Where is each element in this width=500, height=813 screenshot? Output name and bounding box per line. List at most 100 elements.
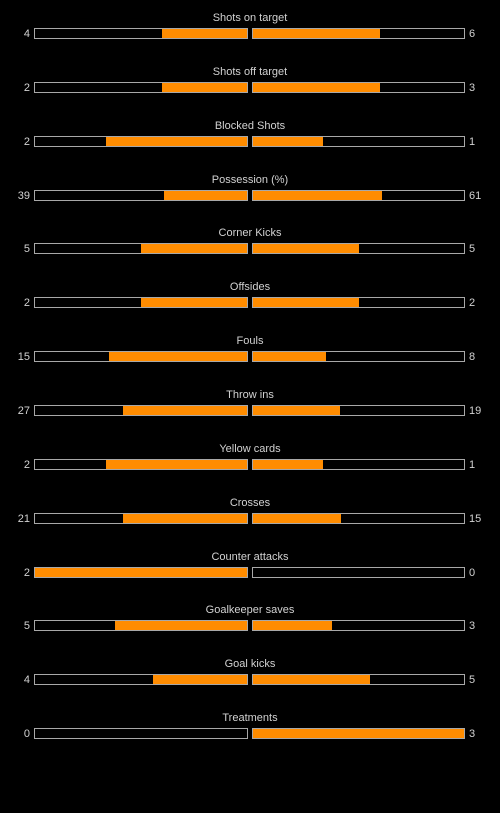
home-bar-fill bbox=[141, 244, 247, 253]
home-value: 2 bbox=[23, 567, 30, 579]
home-bar-fill bbox=[114, 621, 247, 630]
away-bar-fill bbox=[253, 621, 333, 630]
stat-row: Throw ins 27 19 bbox=[0, 384, 500, 424]
stat-label: Blocked Shots bbox=[214, 120, 286, 132]
away-value: 5 bbox=[469, 674, 476, 686]
home-bar-fill bbox=[152, 675, 247, 684]
stat-label: Fouls bbox=[236, 335, 264, 347]
home-bar bbox=[34, 351, 248, 362]
away-bar bbox=[252, 351, 465, 362]
away-bar bbox=[252, 297, 465, 308]
stat-label: Goal kicks bbox=[224, 658, 276, 670]
away-bar bbox=[252, 243, 465, 254]
home-value: 27 bbox=[17, 405, 30, 417]
home-value: 2 bbox=[23, 297, 30, 309]
stat-label: Possession (%) bbox=[211, 174, 289, 186]
home-bar bbox=[34, 674, 248, 685]
away-bar-fill bbox=[253, 137, 324, 146]
home-value: 0 bbox=[23, 728, 30, 740]
stat-label: Shots off target bbox=[212, 66, 288, 78]
away-bar-fill bbox=[253, 514, 341, 523]
home-bar-fill bbox=[108, 352, 247, 361]
away-bar bbox=[252, 674, 465, 685]
home-value: 4 bbox=[23, 674, 30, 686]
away-bar bbox=[252, 28, 465, 39]
away-bar bbox=[252, 513, 465, 524]
home-bar bbox=[34, 728, 248, 739]
stat-label: Crosses bbox=[229, 497, 271, 509]
stat-row: Counter attacks 2 0 bbox=[0, 546, 500, 586]
home-bar-fill bbox=[162, 29, 247, 38]
home-bar-fill bbox=[141, 298, 247, 307]
stat-row: Goalkeeper saves 5 3 bbox=[0, 599, 500, 639]
away-value: 8 bbox=[469, 351, 476, 363]
stat-label: Throw ins bbox=[226, 389, 274, 401]
home-bar bbox=[34, 297, 248, 308]
away-bar-fill bbox=[253, 460, 324, 469]
stat-row: Crosses 21 15 bbox=[0, 492, 500, 532]
stat-row: Shots on target 4 6 bbox=[0, 7, 500, 47]
away-bar-fill bbox=[253, 244, 359, 253]
home-bar bbox=[34, 459, 248, 470]
home-bar bbox=[34, 620, 248, 631]
away-value: 1 bbox=[469, 136, 476, 148]
home-bar-fill bbox=[35, 568, 247, 577]
home-bar-fill bbox=[164, 191, 247, 200]
home-bar-fill bbox=[122, 406, 247, 415]
away-value: 0 bbox=[469, 567, 476, 579]
home-bar-fill bbox=[123, 514, 247, 523]
away-value: 5 bbox=[469, 243, 476, 255]
stat-row: Fouls 15 8 bbox=[0, 330, 500, 370]
home-bar bbox=[34, 243, 248, 254]
stat-label: Goalkeeper saves bbox=[205, 604, 295, 616]
away-bar-fill bbox=[253, 729, 464, 738]
away-bar-fill bbox=[253, 29, 380, 38]
home-bar bbox=[34, 82, 248, 93]
away-bar-fill bbox=[253, 191, 382, 200]
away-value: 2 bbox=[469, 297, 476, 309]
home-bar-fill bbox=[105, 460, 247, 469]
home-value: 5 bbox=[23, 243, 30, 255]
away-value: 61 bbox=[469, 190, 482, 202]
away-value: 19 bbox=[469, 405, 482, 417]
stat-row: Offsides 2 2 bbox=[0, 276, 500, 316]
home-bar bbox=[34, 28, 248, 39]
home-bar-fill bbox=[105, 137, 247, 146]
away-bar bbox=[252, 620, 465, 631]
home-bar bbox=[34, 567, 248, 578]
away-value: 3 bbox=[469, 82, 476, 94]
away-bar-fill bbox=[253, 406, 341, 415]
stat-row: Goal kicks 4 5 bbox=[0, 653, 500, 693]
stat-label: Shots on target bbox=[212, 12, 288, 24]
home-value: 2 bbox=[23, 459, 30, 471]
away-bar-fill bbox=[253, 298, 359, 307]
away-bar-fill bbox=[253, 675, 371, 684]
home-bar bbox=[34, 136, 248, 147]
away-value: 1 bbox=[469, 459, 476, 471]
stat-row: Shots off target 2 3 bbox=[0, 61, 500, 101]
home-value: 15 bbox=[17, 351, 30, 363]
stat-label: Corner Kicks bbox=[218, 227, 282, 239]
away-value: 3 bbox=[469, 620, 476, 632]
home-value: 5 bbox=[23, 620, 30, 632]
stat-row: Corner Kicks 5 5 bbox=[0, 222, 500, 262]
stat-label: Yellow cards bbox=[219, 443, 281, 455]
home-bar bbox=[34, 405, 248, 416]
stat-row: Blocked Shots 2 1 bbox=[0, 115, 500, 155]
home-value: 4 bbox=[23, 28, 30, 40]
stat-row: Yellow cards 2 1 bbox=[0, 438, 500, 478]
away-bar-fill bbox=[253, 83, 380, 92]
away-bar bbox=[252, 405, 465, 416]
away-value: 3 bbox=[469, 728, 476, 740]
stat-label: Treatments bbox=[222, 712, 278, 724]
away-bar bbox=[252, 567, 465, 578]
away-bar bbox=[252, 459, 465, 470]
away-bar bbox=[252, 82, 465, 93]
home-bar bbox=[34, 190, 248, 201]
stat-row: Possession (%) 39 61 bbox=[0, 169, 500, 209]
stat-label: Counter attacks bbox=[211, 551, 289, 563]
away-bar bbox=[252, 136, 465, 147]
away-bar-fill bbox=[253, 352, 327, 361]
away-value: 15 bbox=[469, 513, 482, 525]
home-value: 2 bbox=[23, 82, 30, 94]
